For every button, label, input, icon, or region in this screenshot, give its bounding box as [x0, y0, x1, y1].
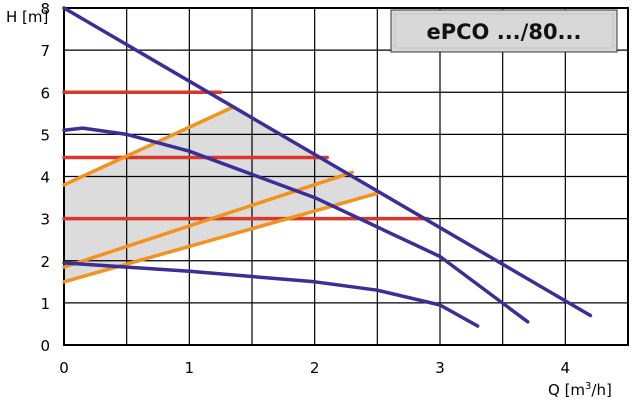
tick-labels: 0 1 2 3 4 0 1 2 3 4 5 6 7 8: [40, 0, 570, 377]
pump-curve: [62, 6, 593, 318]
x-tick-label: 4: [561, 359, 571, 377]
x-tick-label: 1: [185, 359, 195, 377]
x-tick-label: 2: [310, 359, 320, 377]
y-tick-label: 1: [40, 295, 50, 313]
y-tick-label: 0: [40, 337, 50, 355]
x-tick-label: 0: [59, 359, 69, 377]
y-tick-label: 4: [40, 169, 50, 187]
y-tick-label: 7: [40, 42, 50, 60]
chart-title-box: ePCO .../80...: [390, 9, 618, 53]
pump-curve: [62, 261, 480, 328]
y-tick-label: 3: [40, 211, 50, 229]
y-tick-label: 5: [40, 126, 50, 144]
y-tick-label: 2: [40, 253, 50, 271]
x-axis-label-sup: 3: [585, 381, 591, 392]
y-tick-label: 8: [40, 0, 50, 18]
y-tick-label: 6: [40, 84, 50, 102]
x-axis-label: Q [m3/h]: [548, 381, 612, 399]
x-axis-label-main: Q [m: [548, 381, 585, 399]
y-axis-label: H [m]: [6, 8, 48, 26]
series-layer: [62, 6, 593, 328]
proportional-pressure-line: [62, 105, 235, 187]
pump-curve: [62, 126, 530, 324]
x-tick-label: 3: [435, 359, 445, 377]
proportional-pressure-line: [62, 170, 355, 269]
plot-frame: [63, 7, 629, 346]
chart-title: ePCO .../80...: [427, 20, 582, 44]
x-axis-label-tail: /h]: [591, 381, 611, 399]
